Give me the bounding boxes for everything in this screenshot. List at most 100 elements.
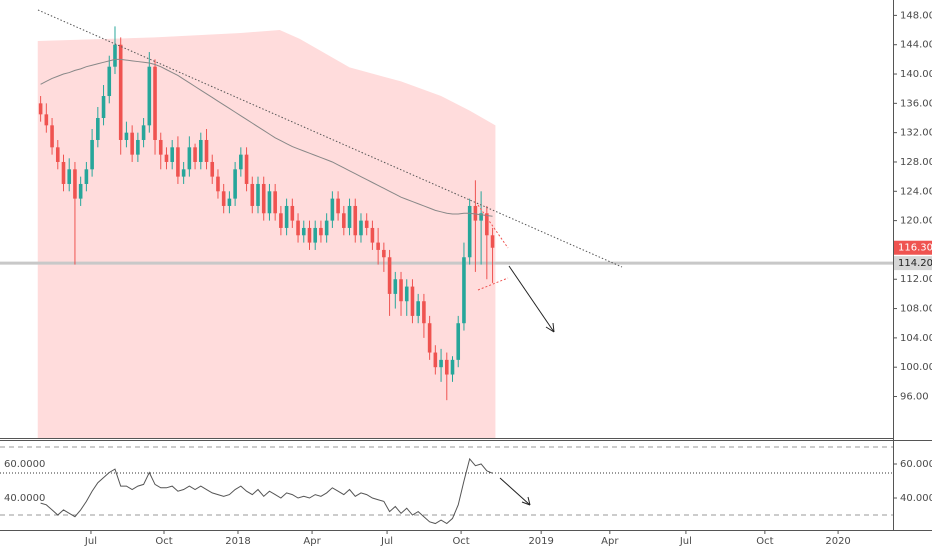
x-tick-label: Oct <box>155 536 172 547</box>
candle-body <box>439 359 443 368</box>
candle-body <box>462 257 466 324</box>
band-area <box>37 30 496 438</box>
candle-body <box>279 213 283 228</box>
candle-body <box>376 242 380 250</box>
candle-body <box>467 205 472 258</box>
candle-body <box>250 183 255 206</box>
candle-body <box>204 139 209 162</box>
candle-body <box>290 205 295 221</box>
candle-body <box>256 183 260 206</box>
x-tick-label: Jul <box>84 536 97 547</box>
candle-body <box>342 213 346 228</box>
current-price-label: 116.30 <box>898 243 932 254</box>
arrow <box>499 477 531 506</box>
arrow <box>508 265 555 333</box>
candle-body <box>107 66 112 97</box>
x-tick-label: Jul <box>380 536 393 547</box>
candle-body <box>176 147 180 177</box>
y-tick-label: 124.00 <box>900 186 932 197</box>
candle-body <box>44 114 49 126</box>
candle-body <box>485 213 489 236</box>
x-tick-label: 2019 <box>528 536 553 547</box>
candle-body <box>147 66 152 126</box>
candle-body <box>118 44 123 140</box>
candle-body <box>233 169 237 199</box>
y-tick-label: 132.00 <box>900 128 932 139</box>
candle-body <box>404 286 409 302</box>
candle-body <box>273 191 277 214</box>
candle-body <box>473 205 478 221</box>
candle-body <box>210 161 215 177</box>
candle-body <box>359 220 363 236</box>
candle-body <box>193 147 197 162</box>
candle-body <box>422 301 426 324</box>
price-line-box <box>894 256 932 271</box>
candle-body <box>324 220 329 236</box>
candle-body <box>90 139 94 170</box>
candle-body <box>55 147 60 162</box>
y-tick-label: 140.00 <box>900 69 932 80</box>
candle-body <box>444 359 449 375</box>
candle-body <box>153 66 157 140</box>
y-tick-label: 128.00 <box>900 157 932 168</box>
y-tick-label: 96.00 <box>900 392 929 403</box>
y-tick-label: 104.00 <box>900 333 932 344</box>
candle-body <box>296 220 300 236</box>
rsi-y-tick-label: 40.0000 <box>900 493 932 504</box>
candle-body <box>347 205 352 228</box>
candle-body <box>130 132 134 155</box>
candle-body <box>330 198 335 221</box>
x-tick-label: Jul <box>679 536 692 547</box>
candle-body <box>78 183 83 199</box>
x-tick-label: 2018 <box>225 536 250 547</box>
candle-body <box>124 132 129 140</box>
candle-body <box>73 169 77 199</box>
candle-body <box>456 323 461 360</box>
candle-body <box>301 227 306 236</box>
candle-body <box>336 198 340 214</box>
x-tick-label: Apr <box>303 536 321 547</box>
arrow-head <box>545 322 555 333</box>
y-tick-label: 112.00 <box>900 274 932 285</box>
candle-body <box>170 147 174 162</box>
candle-body <box>382 249 386 258</box>
candle-body <box>416 301 420 316</box>
candle-body <box>427 323 432 353</box>
candle-body <box>393 279 398 294</box>
candle-body <box>84 169 89 184</box>
candle-body <box>433 352 438 368</box>
y-tick-label: 148.00 <box>900 10 932 21</box>
candle-body <box>96 118 100 140</box>
trend-line <box>37 9 623 268</box>
candle-body <box>313 227 318 243</box>
candle-body <box>387 257 392 294</box>
y-tick-label: 120.00 <box>900 216 932 227</box>
rsi-y-tick-label-left: 60.0000 <box>4 459 45 470</box>
candle-body <box>284 205 289 228</box>
x-tick-label: Apr <box>601 536 619 547</box>
candle-body <box>319 227 323 236</box>
candle-body <box>307 227 312 243</box>
y-tick-label: 100.00 <box>900 362 932 373</box>
candle-body <box>181 169 186 177</box>
candle-body <box>187 147 192 170</box>
candle-body <box>370 227 375 243</box>
candle-body <box>450 359 455 375</box>
price-line-label: 114.20 <box>898 258 932 269</box>
x-tick-label: 2020 <box>825 536 850 547</box>
candle-body <box>244 154 249 184</box>
candle-body <box>61 161 66 184</box>
candle-body <box>364 220 369 228</box>
candle-body <box>410 286 415 316</box>
candle-body <box>227 198 232 206</box>
candle-body <box>221 191 226 206</box>
candle-body <box>136 139 140 155</box>
candle-body <box>50 125 54 148</box>
candle-body <box>267 191 272 214</box>
rsi-y-tick-label-left: 40.0000 <box>4 493 45 504</box>
rsi-line <box>40 457 493 525</box>
candle-body <box>490 235 495 248</box>
arrow-head <box>521 496 531 506</box>
candle-body <box>113 44 117 67</box>
